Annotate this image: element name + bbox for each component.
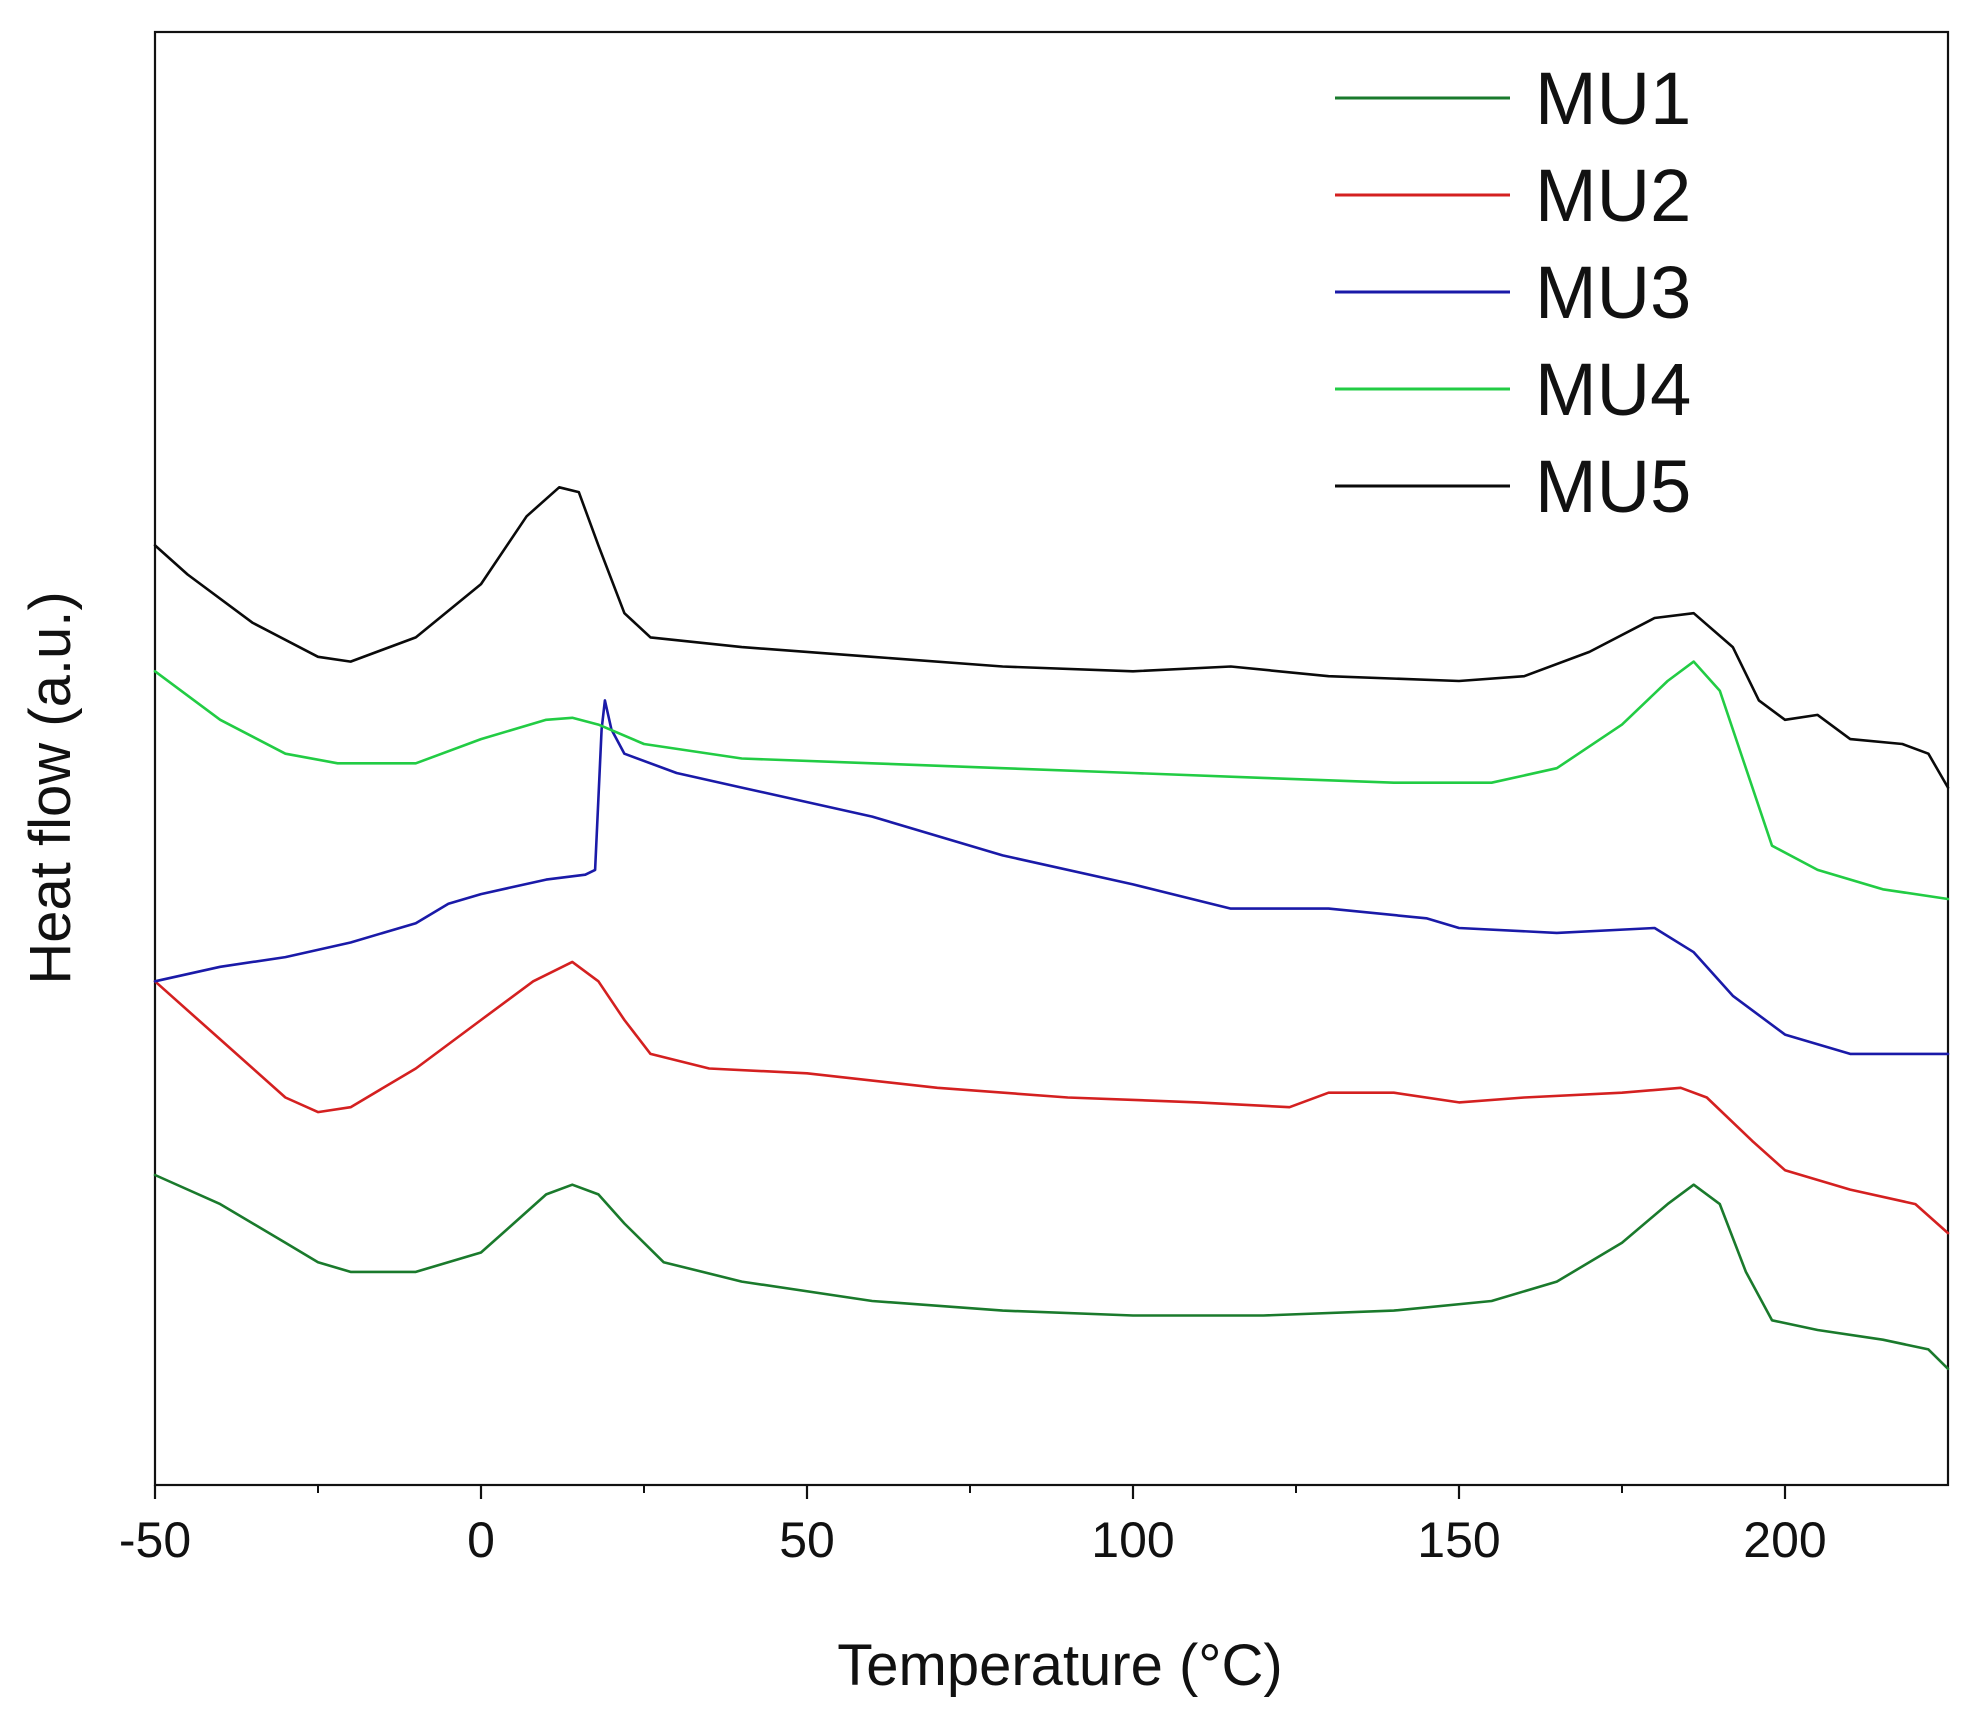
series-line-mu4 (153, 660, 1950, 901)
legend-label-mu4: MU4 (1535, 348, 1691, 431)
x-tick-label: 150 (1417, 1512, 1500, 1568)
x-tick-label: 100 (1091, 1512, 1174, 1568)
series-line-mu5 (153, 486, 1950, 789)
plot-area-border (153, 30, 1950, 1487)
legend-label-mu1: MU1 (1535, 57, 1691, 140)
series-layer (153, 486, 1950, 1371)
x-tick-label: 0 (467, 1512, 495, 1568)
legend-label-mu5: MU5 (1535, 445, 1691, 528)
legend-label-mu3: MU3 (1535, 251, 1691, 334)
plot-frame (153, 30, 1950, 1487)
legend: MU1 MU2 MU3 MU4 MU5 (1335, 57, 1691, 528)
series-line-mu2 (153, 960, 1950, 1235)
x-tick-label: -50 (119, 1512, 191, 1568)
axis-layer: -50 0 50 100 150 200 (119, 1485, 1827, 1568)
x-tick-label: 200 (1743, 1512, 1826, 1568)
series-line-mu3 (153, 699, 1950, 1056)
x-axis-title: Temperature (°C) (837, 1633, 1282, 1698)
series-line-mu1 (153, 1173, 1950, 1371)
x-tick-label: 50 (779, 1512, 835, 1568)
y-axis-title: Heat flow (a.u.) (18, 591, 83, 984)
legend-label-mu2: MU2 (1535, 154, 1691, 237)
